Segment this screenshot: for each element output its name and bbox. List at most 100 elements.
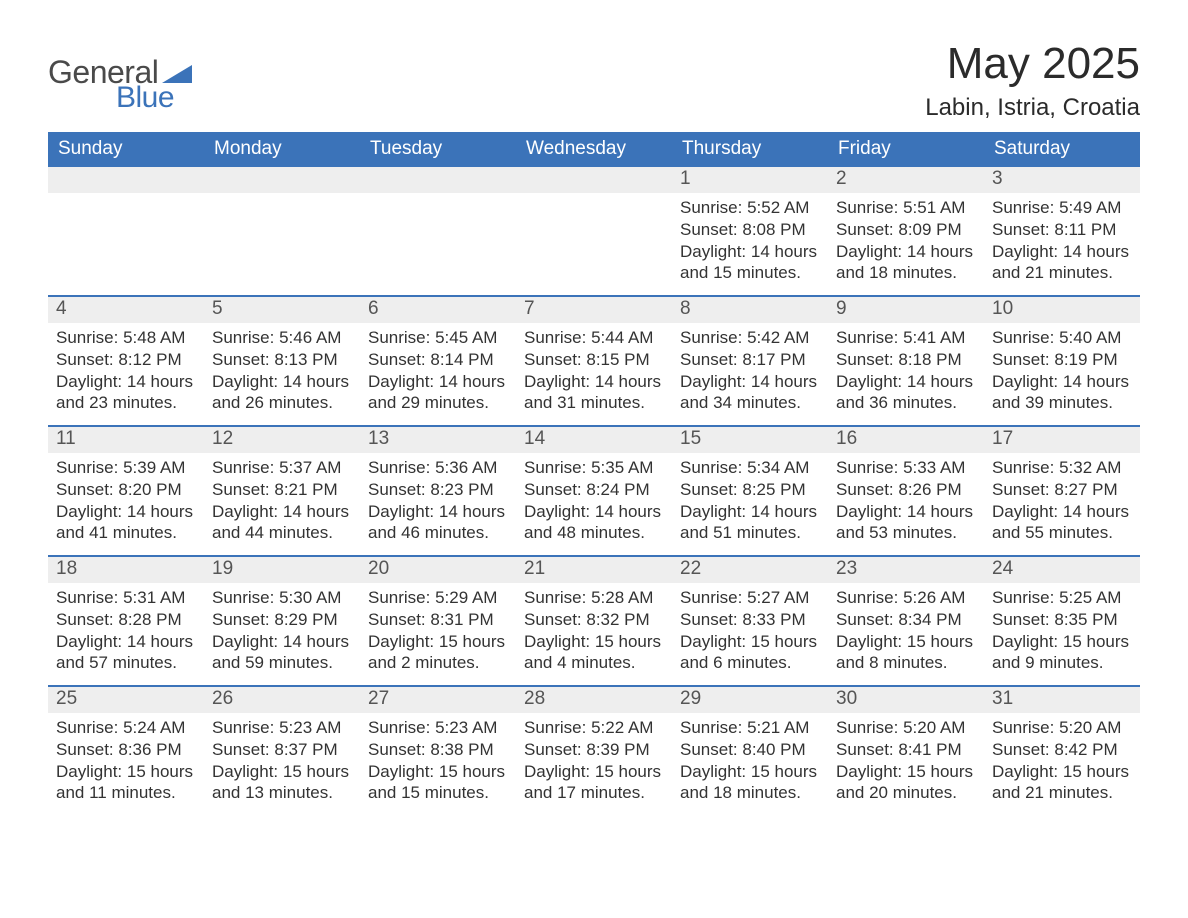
- day-number: 16: [828, 427, 984, 453]
- daylight-text: Daylight: 14 hours and 57 minutes.: [56, 631, 196, 675]
- day-number: 17: [984, 427, 1140, 453]
- sunrise-text: Sunrise: 5:34 AM: [680, 457, 820, 479]
- sunrise-text: Sunrise: 5:24 AM: [56, 717, 196, 739]
- calendar-day-cell: 9Sunrise: 5:41 AMSunset: 8:18 PMDaylight…: [828, 297, 984, 425]
- daylight-text: Daylight: 15 hours and 13 minutes.: [212, 761, 352, 805]
- title-block: May 2025 Labin, Istria, Croatia: [925, 40, 1140, 122]
- day-details: Sunrise: 5:36 AMSunset: 8:23 PMDaylight:…: [360, 453, 516, 550]
- sunrise-text: Sunrise: 5:36 AM: [368, 457, 508, 479]
- sunrise-text: Sunrise: 5:23 AM: [212, 717, 352, 739]
- day-details: Sunrise: 5:33 AMSunset: 8:26 PMDaylight:…: [828, 453, 984, 550]
- day-number: 20: [360, 557, 516, 583]
- daylight-text: Daylight: 15 hours and 11 minutes.: [56, 761, 196, 805]
- day-number: 13: [360, 427, 516, 453]
- day-details: Sunrise: 5:49 AMSunset: 8:11 PMDaylight:…: [984, 193, 1140, 290]
- day-number: 25: [48, 687, 204, 713]
- sunrise-text: Sunrise: 5:39 AM: [56, 457, 196, 479]
- daylight-text: Daylight: 15 hours and 2 minutes.: [368, 631, 508, 675]
- calendar-day-cell: [204, 167, 360, 295]
- sunrise-text: Sunrise: 5:35 AM: [524, 457, 664, 479]
- calendar-day-cell: 16Sunrise: 5:33 AMSunset: 8:26 PMDayligh…: [828, 427, 984, 555]
- daylight-text: Daylight: 14 hours and 51 minutes.: [680, 501, 820, 545]
- calendar-day-cell: 31Sunrise: 5:20 AMSunset: 8:42 PMDayligh…: [984, 687, 1140, 815]
- sunrise-text: Sunrise: 5:25 AM: [992, 587, 1132, 609]
- day-details: Sunrise: 5:46 AMSunset: 8:13 PMDaylight:…: [204, 323, 360, 420]
- sunrise-text: Sunrise: 5:33 AM: [836, 457, 976, 479]
- day-details: Sunrise: 5:48 AMSunset: 8:12 PMDaylight:…: [48, 323, 204, 420]
- day-details: Sunrise: 5:39 AMSunset: 8:20 PMDaylight:…: [48, 453, 204, 550]
- day-number: 23: [828, 557, 984, 583]
- calendar-day-cell: [48, 167, 204, 295]
- day-details: Sunrise: 5:40 AMSunset: 8:19 PMDaylight:…: [984, 323, 1140, 420]
- sunset-text: Sunset: 8:27 PM: [992, 479, 1132, 501]
- daylight-text: Daylight: 15 hours and 15 minutes.: [368, 761, 508, 805]
- day-details: Sunrise: 5:27 AMSunset: 8:33 PMDaylight:…: [672, 583, 828, 680]
- sunset-text: Sunset: 8:37 PM: [212, 739, 352, 761]
- calendar-day-cell: 19Sunrise: 5:30 AMSunset: 8:29 PMDayligh…: [204, 557, 360, 685]
- calendar-week-row: 4Sunrise: 5:48 AMSunset: 8:12 PMDaylight…: [48, 295, 1140, 425]
- calendar-day-cell: 26Sunrise: 5:23 AMSunset: 8:37 PMDayligh…: [204, 687, 360, 815]
- calendar-day-cell: 18Sunrise: 5:31 AMSunset: 8:28 PMDayligh…: [48, 557, 204, 685]
- calendar-day-cell: 3Sunrise: 5:49 AMSunset: 8:11 PMDaylight…: [984, 167, 1140, 295]
- daylight-text: Daylight: 14 hours and 46 minutes.: [368, 501, 508, 545]
- sunset-text: Sunset: 8:17 PM: [680, 349, 820, 371]
- sunset-text: Sunset: 8:38 PM: [368, 739, 508, 761]
- sunrise-text: Sunrise: 5:30 AM: [212, 587, 352, 609]
- day-details: Sunrise: 5:37 AMSunset: 8:21 PMDaylight:…: [204, 453, 360, 550]
- day-details: Sunrise: 5:29 AMSunset: 8:31 PMDaylight:…: [360, 583, 516, 680]
- sunset-text: Sunset: 8:31 PM: [368, 609, 508, 631]
- daylight-text: Daylight: 15 hours and 20 minutes.: [836, 761, 976, 805]
- day-number: 27: [360, 687, 516, 713]
- sunset-text: Sunset: 8:19 PM: [992, 349, 1132, 371]
- sunrise-text: Sunrise: 5:37 AM: [212, 457, 352, 479]
- sunrise-text: Sunrise: 5:21 AM: [680, 717, 820, 739]
- day-number: [360, 167, 516, 193]
- daylight-text: Daylight: 14 hours and 48 minutes.: [524, 501, 664, 545]
- sunset-text: Sunset: 8:23 PM: [368, 479, 508, 501]
- sunset-text: Sunset: 8:25 PM: [680, 479, 820, 501]
- daylight-text: Daylight: 14 hours and 44 minutes.: [212, 501, 352, 545]
- day-details: Sunrise: 5:44 AMSunset: 8:15 PMDaylight:…: [516, 323, 672, 420]
- calendar-day-cell: 11Sunrise: 5:39 AMSunset: 8:20 PMDayligh…: [48, 427, 204, 555]
- sunset-text: Sunset: 8:34 PM: [836, 609, 976, 631]
- daylight-text: Daylight: 14 hours and 21 minutes.: [992, 241, 1132, 285]
- sunrise-text: Sunrise: 5:46 AM: [212, 327, 352, 349]
- calendar-day-cell: 24Sunrise: 5:25 AMSunset: 8:35 PMDayligh…: [984, 557, 1140, 685]
- sunrise-text: Sunrise: 5:42 AM: [680, 327, 820, 349]
- sunrise-text: Sunrise: 5:26 AM: [836, 587, 976, 609]
- sunset-text: Sunset: 8:40 PM: [680, 739, 820, 761]
- logo-text-blue: Blue: [116, 81, 174, 115]
- calendar-day-cell: 6Sunrise: 5:45 AMSunset: 8:14 PMDaylight…: [360, 297, 516, 425]
- day-number: 9: [828, 297, 984, 323]
- day-number: 18: [48, 557, 204, 583]
- calendar-day-cell: 23Sunrise: 5:26 AMSunset: 8:34 PMDayligh…: [828, 557, 984, 685]
- sunrise-text: Sunrise: 5:20 AM: [836, 717, 976, 739]
- calendar-day-cell: 8Sunrise: 5:42 AMSunset: 8:17 PMDaylight…: [672, 297, 828, 425]
- calendar-day-cell: 4Sunrise: 5:48 AMSunset: 8:12 PMDaylight…: [48, 297, 204, 425]
- dow-sunday: Sunday: [48, 132, 204, 167]
- day-number: 11: [48, 427, 204, 453]
- calendar-day-cell: 1Sunrise: 5:52 AMSunset: 8:08 PMDaylight…: [672, 167, 828, 295]
- calendar-day-cell: 13Sunrise: 5:36 AMSunset: 8:23 PMDayligh…: [360, 427, 516, 555]
- daylight-text: Daylight: 14 hours and 29 minutes.: [368, 371, 508, 415]
- day-number: 24: [984, 557, 1140, 583]
- sunset-text: Sunset: 8:24 PM: [524, 479, 664, 501]
- sunrise-text: Sunrise: 5:51 AM: [836, 197, 976, 219]
- sunrise-text: Sunrise: 5:32 AM: [992, 457, 1132, 479]
- calendar-day-cell: 20Sunrise: 5:29 AMSunset: 8:31 PMDayligh…: [360, 557, 516, 685]
- day-number: [204, 167, 360, 193]
- daylight-text: Daylight: 14 hours and 18 minutes.: [836, 241, 976, 285]
- sunset-text: Sunset: 8:14 PM: [368, 349, 508, 371]
- calendar-day-cell: 25Sunrise: 5:24 AMSunset: 8:36 PMDayligh…: [48, 687, 204, 815]
- daylight-text: Daylight: 15 hours and 18 minutes.: [680, 761, 820, 805]
- calendar-day-cell: 27Sunrise: 5:23 AMSunset: 8:38 PMDayligh…: [360, 687, 516, 815]
- daylight-text: Daylight: 15 hours and 17 minutes.: [524, 761, 664, 805]
- sunrise-text: Sunrise: 5:40 AM: [992, 327, 1132, 349]
- sunrise-text: Sunrise: 5:20 AM: [992, 717, 1132, 739]
- day-details: Sunrise: 5:23 AMSunset: 8:37 PMDaylight:…: [204, 713, 360, 810]
- day-number: 29: [672, 687, 828, 713]
- calendar-day-cell: [360, 167, 516, 295]
- day-number: 5: [204, 297, 360, 323]
- sunset-text: Sunset: 8:32 PM: [524, 609, 664, 631]
- calendar-day-cell: 10Sunrise: 5:40 AMSunset: 8:19 PMDayligh…: [984, 297, 1140, 425]
